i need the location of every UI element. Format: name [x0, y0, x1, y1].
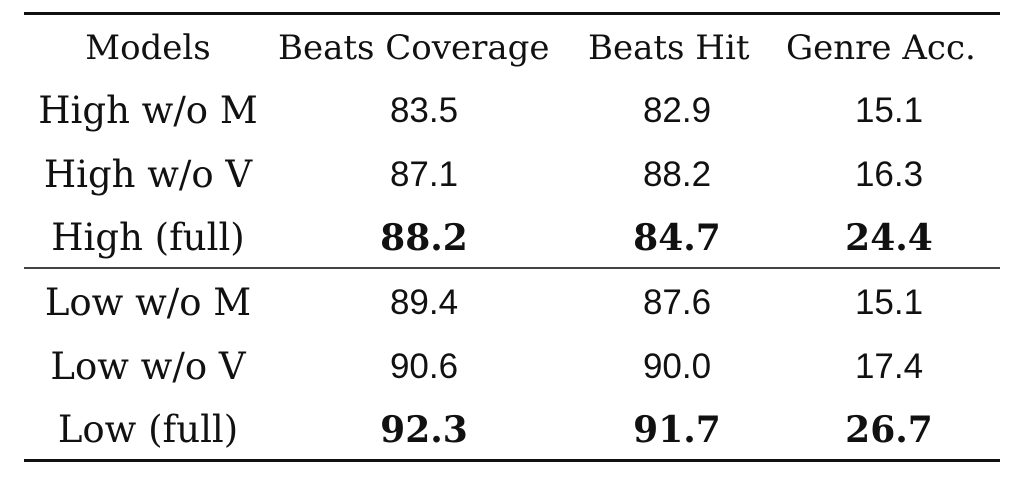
header-beats-coverage: Beats Coverage	[278, 28, 550, 68]
model-name: High w/o M	[38, 89, 258, 132]
beats-coverage-value: 89.4	[389, 283, 459, 322]
bottom-rule	[24, 459, 1000, 462]
beats-coverage-value: 87.1	[389, 155, 459, 194]
table-row: Low (full) 92.3 91.7 26.7	[24, 398, 1000, 462]
beats-hit-value: 90.0	[642, 347, 712, 386]
genre-acc-value: 26.7	[845, 409, 933, 451]
genre-acc-value: 24.4	[845, 217, 933, 259]
table-row: Low w/o V 90.6 90.0 17.4	[24, 335, 1000, 399]
table-row: High w/o M 83.5 82.9 15.1	[24, 79, 1000, 143]
genre-acc-value: 17.4	[854, 347, 924, 386]
beats-coverage-value: 92.3	[380, 409, 468, 451]
table-row: High (full) 88.2 84.7 24.4	[24, 206, 1000, 270]
beats-hit-value: 82.9	[642, 91, 712, 130]
header-genre-acc: Genre Acc.	[786, 28, 976, 68]
model-name: Low (full)	[57, 408, 239, 451]
genre-acc-value: 16.3	[854, 155, 924, 194]
beats-hit-value: 88.2	[642, 155, 712, 194]
genre-acc-value: 15.1	[854, 283, 924, 322]
model-name: High w/o V	[43, 153, 253, 196]
group-divider	[24, 267, 1000, 269]
model-name: Low w/o M	[44, 281, 252, 324]
beats-hit-value: 91.7	[633, 409, 721, 451]
beats-hit-value: 87.6	[642, 283, 712, 322]
beats-coverage-value: 83.5	[389, 91, 459, 130]
table-row: Low w/o M 89.4 87.6 15.1	[24, 271, 1000, 335]
table-header-row: Models Beats Coverage Beats Hit Genre Ac…	[24, 16, 1000, 80]
header-models: Models	[85, 28, 211, 68]
top-rule	[24, 12, 1000, 15]
model-name: Low w/o V	[50, 345, 246, 388]
model-name: High (full)	[51, 216, 245, 259]
genre-acc-value: 15.1	[854, 91, 924, 130]
beats-coverage-value: 90.6	[389, 347, 459, 386]
beats-hit-value: 84.7	[633, 217, 721, 259]
header-beats-hit: Beats Hit	[588, 28, 750, 68]
table-row: High w/o V 87.1 88.2 16.3	[24, 143, 1000, 207]
beats-coverage-value: 88.2	[380, 217, 468, 259]
